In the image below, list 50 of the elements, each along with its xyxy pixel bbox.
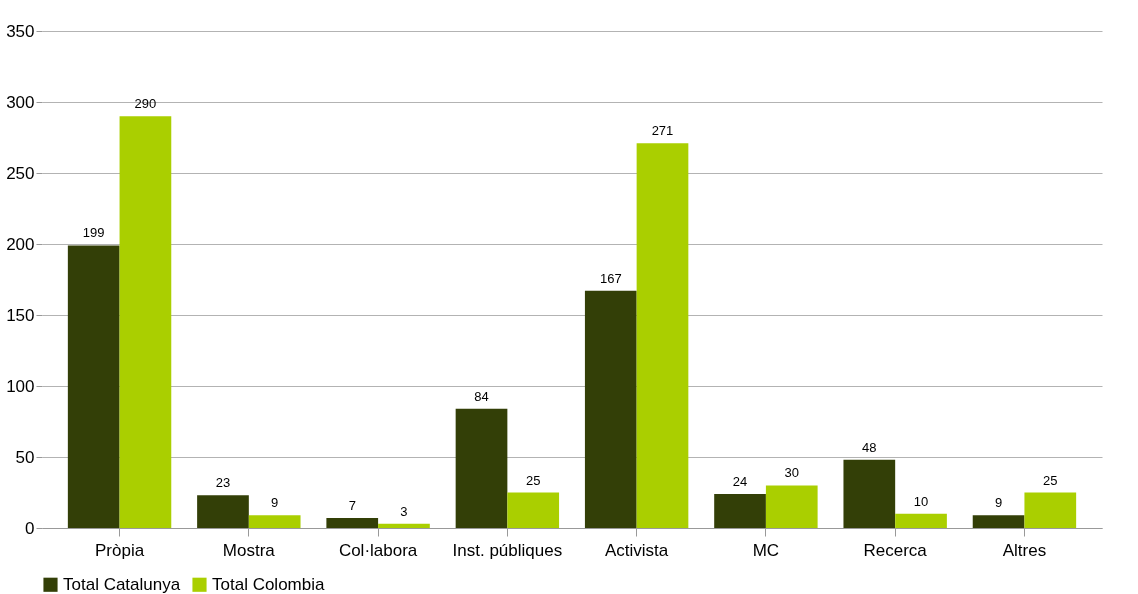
- x-tick-label: Inst. públiques: [452, 540, 563, 560]
- data-label: 271: [651, 123, 674, 139]
- bar: [765, 485, 818, 528]
- data-label: 48: [862, 439, 877, 455]
- y-tick-label: 100: [6, 376, 35, 396]
- data-label: 9: [994, 495, 1003, 511]
- bar: [248, 515, 301, 528]
- data-label: 23: [215, 475, 231, 491]
- bar: [67, 245, 120, 528]
- bar: [507, 492, 560, 528]
- bar: [636, 143, 689, 528]
- y-tick-label: 150: [6, 305, 35, 325]
- data-label: 25: [1043, 472, 1058, 488]
- data-label: 290: [134, 96, 157, 112]
- bar: [378, 523, 430, 528]
- data-label: 199: [82, 225, 105, 241]
- bar: [1024, 492, 1077, 528]
- x-tick-label: Recerca: [863, 540, 928, 560]
- data-label: 84: [474, 388, 489, 404]
- x-tick-label: Col·labora: [338, 540, 418, 560]
- data-label: 10: [913, 493, 929, 509]
- data-label: 7: [348, 498, 356, 514]
- x-tick-label: Altres: [1002, 540, 1047, 560]
- x-tick-label: Mostra: [222, 540, 276, 560]
- data-label: 9: [271, 495, 279, 511]
- legend-label: Total Catalunya: [63, 574, 181, 594]
- x-tick-label: Pròpia: [94, 540, 145, 560]
- x-tick-label: MC: [752, 540, 780, 560]
- bar: [455, 408, 508, 528]
- bar: [584, 290, 637, 528]
- x-tick-label: Activista: [604, 540, 669, 560]
- y-tick-label: 50: [15, 447, 35, 467]
- data-label: 167: [599, 270, 622, 286]
- data-label: 30: [784, 465, 799, 481]
- y-tick-label: 350: [6, 21, 35, 41]
- y-tick-label: 300: [6, 92, 35, 112]
- bar: [326, 518, 379, 528]
- data-label: 3: [400, 503, 408, 519]
- bar: [972, 515, 1025, 528]
- y-tick-label: 200: [6, 234, 35, 254]
- bar: [197, 495, 249, 528]
- bar: [895, 513, 947, 528]
- bar: [714, 493, 766, 528]
- bar: [119, 116, 172, 528]
- bar: [843, 459, 896, 528]
- y-tick-label: 0: [25, 518, 35, 538]
- y-tick-label: 250: [6, 163, 35, 183]
- data-label: 24: [732, 473, 748, 489]
- legend-label: Total Colombia: [212, 574, 325, 594]
- data-label: 25: [525, 472, 541, 488]
